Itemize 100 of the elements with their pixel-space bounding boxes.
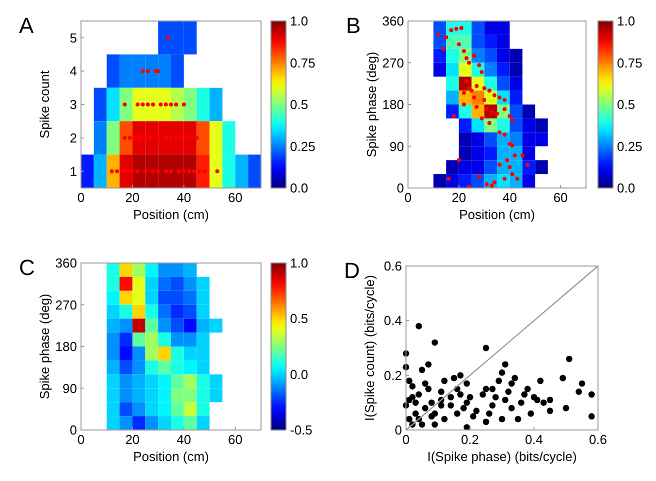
y-tick-label: 270 <box>382 55 404 70</box>
point <box>444 35 448 40</box>
point <box>128 136 132 140</box>
point <box>140 69 145 74</box>
point <box>492 180 496 184</box>
point <box>184 136 188 140</box>
point <box>176 169 181 174</box>
point <box>146 102 150 106</box>
point <box>498 130 502 134</box>
point <box>156 169 160 174</box>
point <box>174 102 178 106</box>
point <box>136 102 140 106</box>
point <box>143 136 148 140</box>
x-tick-label: 20 <box>452 190 466 205</box>
y-tick-label: 270 <box>55 297 77 312</box>
point <box>164 136 168 140</box>
x-tick-label: 0.2 <box>460 432 480 447</box>
x-axis-title: I(Spike phase) (bits/cycle) <box>427 449 577 464</box>
y-tick-label: 0.2 <box>384 368 402 383</box>
point <box>508 165 512 170</box>
point <box>182 102 186 106</box>
color-bar-label: 0.5 <box>290 311 308 326</box>
point <box>484 107 489 112</box>
point <box>110 169 114 174</box>
x-tick-label: 60 <box>228 432 243 447</box>
point <box>169 102 173 106</box>
point <box>480 116 484 120</box>
point <box>436 32 441 37</box>
color-bar-label: 1.0 <box>290 256 308 271</box>
point <box>164 102 168 106</box>
point <box>179 136 184 140</box>
color-bar-label: 0.0 <box>617 180 636 196</box>
point <box>510 172 514 176</box>
point <box>470 88 474 93</box>
point <box>472 54 476 58</box>
y-tick-label: 180 <box>55 339 77 354</box>
point <box>156 136 160 140</box>
point <box>477 63 482 68</box>
point <box>158 102 163 106</box>
point <box>115 169 119 174</box>
y-axis-title: Spike phase (deg) <box>37 294 52 400</box>
point <box>182 169 186 174</box>
color-bar-label: 0.0 <box>290 366 308 382</box>
point <box>194 136 199 140</box>
point <box>467 60 472 65</box>
point <box>146 69 150 74</box>
x-tick-label: 60 <box>553 190 568 205</box>
point <box>122 102 127 106</box>
y-tick-label: 0.4 <box>384 313 402 328</box>
point <box>130 169 134 174</box>
x-tick-label: 60 <box>228 190 243 205</box>
point <box>442 46 446 51</box>
chart-title: B <box>346 13 361 38</box>
color-bar-label: 1.0 <box>617 14 636 29</box>
point <box>508 114 512 118</box>
point <box>166 36 170 40</box>
color-bar-label: 0.25 <box>290 138 316 154</box>
y-axis-title: Spike count <box>37 70 52 138</box>
point <box>462 49 466 54</box>
y-axis-title: Spike phase (deg) <box>364 52 379 158</box>
point <box>472 96 476 100</box>
point <box>482 86 486 90</box>
point <box>464 56 468 60</box>
chart-title: D <box>344 258 360 283</box>
y-tick-label: 2 <box>70 130 77 146</box>
x-tick-label: 40 <box>176 432 192 447</box>
x-tick-label: 40 <box>502 190 517 205</box>
point <box>446 176 451 181</box>
point <box>487 88 492 93</box>
point <box>190 136 194 140</box>
color-bar-label: 0.5 <box>290 97 308 112</box>
color-bar-label: 0.75 <box>617 55 642 70</box>
point <box>502 132 507 137</box>
point <box>156 69 160 74</box>
x-axis-title: Position (cm) <box>133 449 209 464</box>
color-bar-label: 0.0 <box>290 180 308 196</box>
point <box>197 169 202 174</box>
point <box>520 154 524 158</box>
y-tick-label: 1 <box>70 164 77 179</box>
y-tick-label: 90 <box>62 380 77 396</box>
point <box>477 174 482 178</box>
point <box>510 118 514 123</box>
point <box>498 96 502 100</box>
y-tick-label: 3 <box>70 97 77 112</box>
point <box>526 162 530 167</box>
point <box>492 93 496 98</box>
point <box>174 136 178 140</box>
y-axis-title: I(Spike count) (bits/cycle) <box>362 275 377 421</box>
y-tick-label: 90 <box>390 138 404 154</box>
point <box>140 102 145 106</box>
point <box>202 169 206 174</box>
point <box>120 169 124 174</box>
chart-title: A <box>19 13 34 38</box>
point <box>215 169 220 174</box>
y-tick-label: 180 <box>382 97 404 112</box>
y-tick-label: 360 <box>55 256 77 271</box>
point <box>459 26 464 30</box>
point <box>474 104 479 109</box>
color-bar-label: 0.25 <box>617 138 642 154</box>
color-bar-label: 0.5 <box>617 97 636 112</box>
